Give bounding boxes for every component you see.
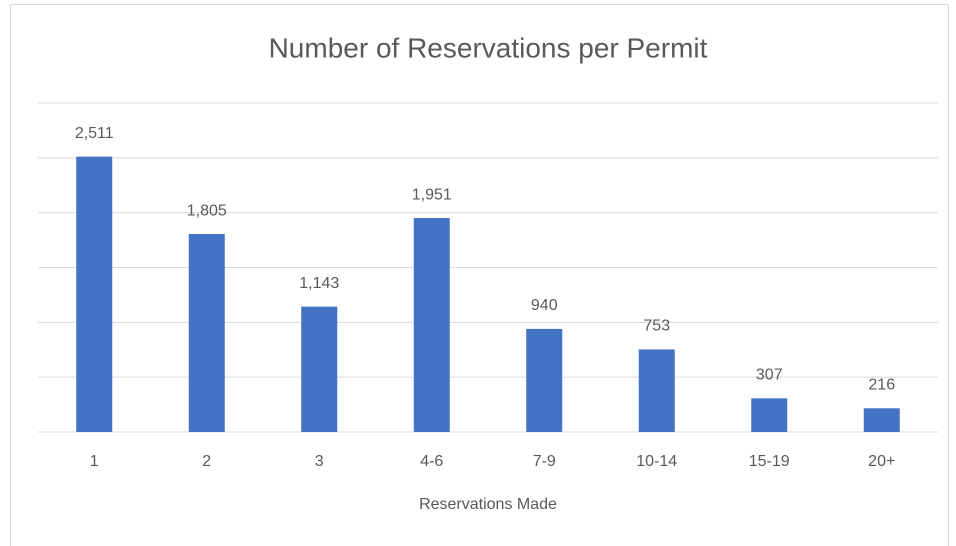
x-axis-label: Reservations Made xyxy=(419,496,557,513)
data-label: 1,951 xyxy=(412,186,452,203)
bar xyxy=(526,328,563,432)
chart-title: Number of Reservations per Permit xyxy=(269,32,708,63)
bar xyxy=(413,218,450,432)
x-tick-label: 20+ xyxy=(868,453,895,470)
x-tick-label: 2 xyxy=(202,453,211,470)
x-tick-label: 7-9 xyxy=(533,453,556,470)
data-label: 1,143 xyxy=(299,275,339,292)
bar xyxy=(301,306,338,432)
data-label: 940 xyxy=(531,297,558,314)
data-label: 2,511 xyxy=(75,125,114,142)
bar xyxy=(751,398,788,432)
data-label: 307 xyxy=(756,367,783,384)
x-tick-label: 10-14 xyxy=(636,453,677,470)
chart-frame xyxy=(10,4,949,546)
data-label: 753 xyxy=(643,318,670,335)
bar xyxy=(863,408,900,432)
bar xyxy=(188,234,225,432)
x-tick-label: 4-6 xyxy=(420,453,443,470)
x-tick-label: 15-19 xyxy=(749,453,790,470)
bar xyxy=(76,156,113,432)
bar xyxy=(638,349,675,432)
x-tick-label: 3 xyxy=(315,453,324,470)
data-label: 1,805 xyxy=(187,202,227,219)
x-tick-label: 1 xyxy=(90,453,99,470)
data-label: 216 xyxy=(868,377,895,394)
